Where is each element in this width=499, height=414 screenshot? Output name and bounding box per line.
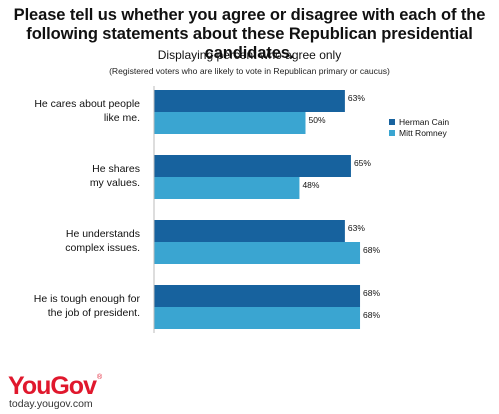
- title-line-2: following statements about these Republi…: [26, 25, 473, 62]
- category-label-line: complex issues.: [65, 242, 140, 254]
- legend-label-romney: Mitt Romney: [399, 128, 447, 138]
- logo-text: YouGov: [8, 372, 97, 400]
- category-label: He shares my values.: [90, 163, 140, 189]
- website-link[interactable]: today.yougov.com: [9, 398, 93, 410]
- data-label: 68%: [363, 245, 380, 255]
- bar: [154, 242, 361, 264]
- category-label-line: my values.: [90, 177, 140, 189]
- data-label: 68%: [363, 288, 380, 298]
- data-label: 65%: [354, 158, 371, 168]
- bar: [154, 307, 361, 329]
- bar: [154, 112, 306, 134]
- yougov-logo[interactable]: YouGov®: [8, 372, 102, 401]
- legend-swatch-romney: [389, 130, 395, 136]
- category-label-line: He is tough enough for: [34, 293, 141, 305]
- category-label-line: He shares: [92, 163, 140, 175]
- legend-item-cain: Herman Cain: [389, 117, 449, 127]
- category-label: He cares about people like me.: [34, 98, 140, 124]
- chart-note: (Registered voters who are likely to vot…: [109, 66, 390, 76]
- registered-mark: ®: [96, 374, 102, 381]
- data-label: 63%: [348, 93, 365, 103]
- bar: [154, 155, 351, 177]
- bar: [154, 285, 361, 307]
- category-label: He understands complex issues.: [65, 228, 140, 254]
- title-line-1: Please tell us whether you agree or disa…: [13, 6, 486, 24]
- chart-title: Please tell us whether you agree or disa…: [0, 6, 499, 63]
- bar: [154, 220, 345, 242]
- bar: [154, 90, 345, 112]
- bar: [154, 177, 300, 199]
- category-label-line: He cares about people: [34, 98, 140, 110]
- legend-swatch-cain: [389, 119, 395, 125]
- data-label: 63%: [348, 223, 365, 233]
- data-label: 50%: [309, 115, 326, 125]
- chart-subtitle: Displaying percent who agree only: [157, 48, 342, 62]
- category-label-line: the job of president.: [48, 307, 140, 319]
- legend-item-romney: Mitt Romney: [389, 128, 449, 138]
- category-label: He is tough enough for the job of preside…: [34, 293, 141, 319]
- data-label: 48%: [302, 180, 319, 190]
- data-label: 68%: [363, 310, 380, 320]
- chart-legend: Herman Cain Mitt Romney: [389, 117, 449, 139]
- legend-label-cain: Herman Cain: [399, 117, 450, 127]
- category-label-line: He understands: [66, 228, 140, 240]
- category-label-line: like me.: [104, 112, 140, 124]
